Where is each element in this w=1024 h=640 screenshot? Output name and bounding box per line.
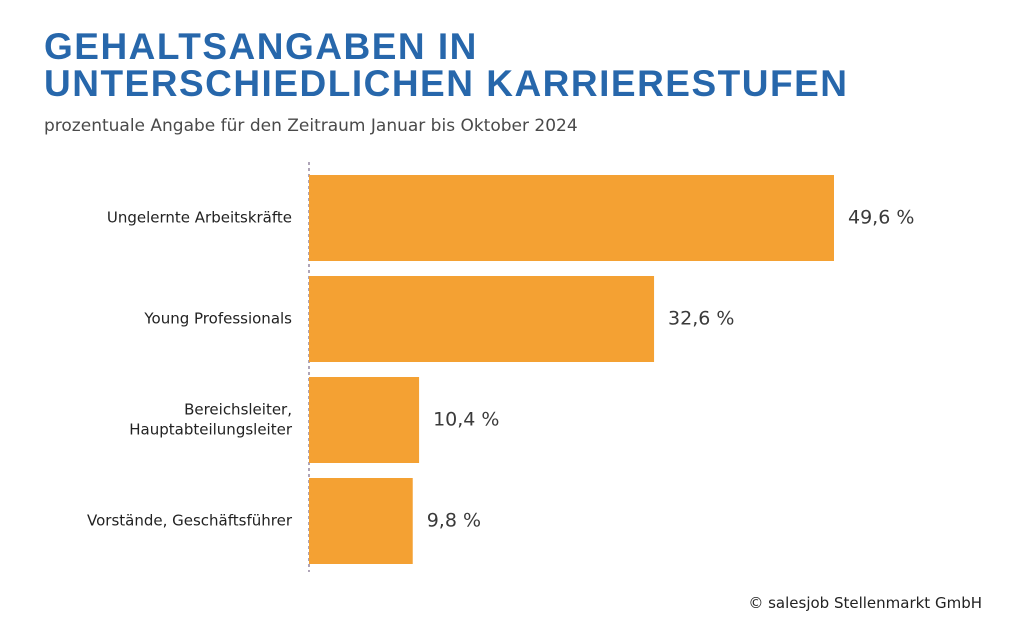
category-label-3-line-2: Hauptabteilungsleiter [129, 421, 293, 439]
category-label-2: Young Professionals [143, 310, 292, 328]
category-label-3-line-1: Bereichsleiter, [184, 401, 292, 419]
value-label-4: 9,8 % [427, 510, 481, 532]
category-label-1: Ungelernte Arbeitskräfte [107, 209, 292, 227]
bar-1 [309, 175, 834, 261]
category-label-4: Vorstände, Geschäftsführer [87, 512, 293, 530]
source-credit: © salesjob Stellenmarkt GmbH [748, 594, 982, 612]
chart-title-line-2: UNTERSCHIEDLICHEN KARRIERESTUFEN [44, 63, 849, 104]
value-label-3: 10,4 % [433, 409, 499, 431]
value-label-1: 49,6 % [848, 207, 914, 229]
value-label-2: 32,6 % [668, 308, 734, 330]
chart-subtitle: prozentuale Angabe für den Zeitraum Janu… [44, 116, 578, 136]
bar-3 [309, 377, 420, 463]
chart-title-line-1: GEHALTSANGABEN IN [44, 26, 478, 67]
bar-4 [309, 478, 413, 564]
bar-2 [309, 276, 655, 362]
bars-group: 49,6 % Ungelernte Arbeitskräfte 32,6 % Youn… [87, 175, 914, 564]
chart-title: GEHALTSANGABEN IN UNTERSCHIEDLICHEN KARR… [44, 28, 984, 102]
